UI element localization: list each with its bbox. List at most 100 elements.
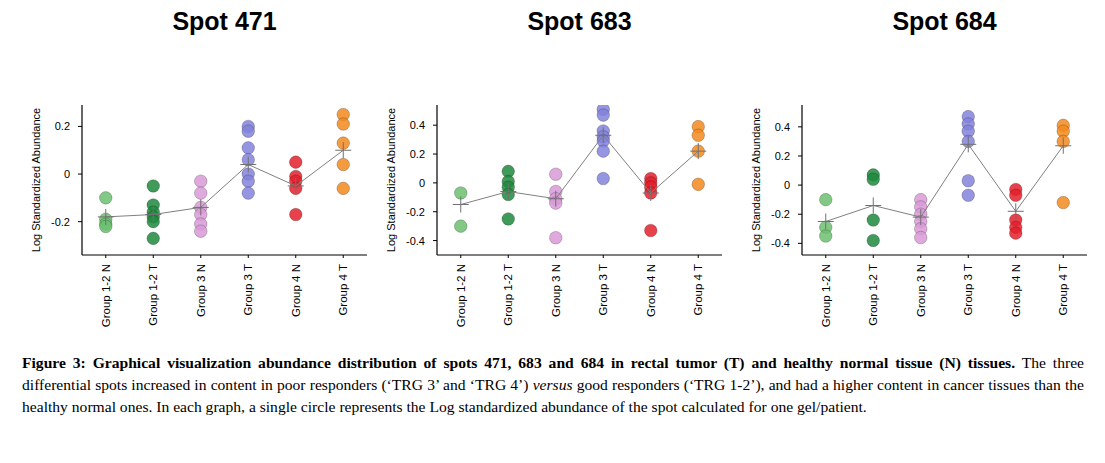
point	[597, 172, 610, 185]
point	[147, 232, 160, 245]
x-tick	[968, 255, 969, 258]
point	[194, 225, 207, 238]
title: Spot 684	[892, 7, 996, 35]
chart: Spot 684 Log Standardized Abundance -0.4 -0…	[750, 7, 1087, 327]
x-tick-label: Group 3 N	[195, 264, 207, 317]
marks	[98, 108, 352, 244]
mean-marker	[595, 127, 611, 143]
y-tick-label: -0.4	[771, 237, 790, 249]
y-tick	[798, 185, 802, 186]
point	[692, 178, 705, 191]
mean-marker	[913, 209, 929, 225]
y-tick	[798, 214, 802, 215]
x-tick-label: Group 1-2 T	[147, 264, 159, 326]
y-tick	[798, 155, 802, 156]
x-tick	[248, 255, 249, 258]
y-tick	[433, 211, 437, 212]
point	[337, 182, 350, 195]
y-tick-label: 0	[784, 179, 790, 191]
y-tick	[433, 125, 437, 126]
point	[242, 142, 255, 155]
y-tick-label: 0.4	[410, 119, 425, 131]
x-tick-label: Group 4 N	[290, 264, 302, 317]
y-tick	[798, 243, 802, 244]
mean-marker	[690, 143, 706, 159]
y-tick	[78, 221, 82, 222]
point	[242, 187, 255, 200]
mean-marker	[193, 199, 209, 215]
x-tick	[825, 255, 826, 258]
y-tick	[433, 154, 437, 155]
point	[1057, 196, 1070, 209]
x-tick	[650, 255, 651, 258]
point	[454, 220, 467, 233]
x-tick	[603, 255, 604, 258]
x-tick-label: Group 3 T	[597, 264, 609, 316]
point	[194, 175, 207, 188]
x-tick	[1063, 255, 1064, 258]
mean-marker	[500, 184, 516, 200]
point	[914, 231, 927, 244]
x-tick-label: Group 1-2 N	[100, 264, 112, 327]
x-tick	[698, 255, 699, 258]
y-axis	[436, 105, 437, 255]
point	[549, 231, 562, 244]
y-tick-label: -0.2	[771, 208, 790, 220]
x-tick	[508, 255, 509, 258]
y-axis	[801, 105, 802, 255]
mean-marker	[288, 178, 304, 194]
x-tick-label: Group 1-2 N	[455, 264, 467, 327]
x-tick-label: Group 4 N	[1010, 264, 1022, 317]
title: Spot 683	[527, 7, 631, 35]
point	[1009, 189, 1022, 202]
y-tick-label: 0.4	[775, 121, 790, 133]
point	[597, 109, 610, 122]
mean-marker	[643, 185, 659, 201]
point	[819, 230, 832, 243]
x-tick	[295, 255, 296, 258]
chart: Spot 683Log Standardized Abundance-0.4-0…	[385, 7, 722, 327]
chart: Spot 471Log Standardized Abundance-0.200…	[30, 7, 367, 327]
point	[597, 145, 610, 158]
y-tick-label: 0.2	[775, 150, 790, 162]
x-tick	[200, 255, 201, 258]
point	[147, 180, 160, 193]
point	[867, 214, 880, 227]
caption-heading: Figure 3: Graphical visualization abunda…	[22, 354, 1015, 371]
x-tick	[555, 255, 556, 258]
point	[962, 174, 975, 187]
mean-line	[461, 135, 699, 204]
x-tick-label: Group 1-2 T	[502, 264, 514, 326]
x-tick-label: Group 3 N	[915, 264, 927, 317]
y-axis-label: Log Standardized Abundance	[385, 108, 397, 252]
x-tick	[920, 255, 921, 258]
x-tick	[105, 255, 106, 258]
x-axis	[82, 254, 367, 255]
x-tick	[873, 255, 874, 258]
point	[962, 189, 975, 202]
marks	[453, 105, 707, 244]
y-tick-label: -0.2	[51, 216, 70, 228]
y-axis-label: Log Standardized Abundance	[30, 108, 42, 252]
y-tick	[78, 126, 82, 127]
point	[99, 192, 112, 205]
y-tick-label: -0.2	[406, 206, 425, 218]
point	[194, 187, 207, 200]
x-axis	[437, 254, 722, 255]
x-tick-label: Group 4 T	[337, 264, 349, 316]
marks	[818, 110, 1072, 246]
point	[337, 158, 350, 171]
y-tick-label: 0.2	[410, 148, 425, 160]
x-tick	[1015, 255, 1016, 258]
point	[644, 224, 657, 237]
x-tick	[343, 255, 344, 258]
y-tick-label: 0	[64, 168, 70, 180]
x-tick-label: Group 3 N	[550, 264, 562, 317]
x-tick-label: Group 4 T	[1057, 264, 1069, 316]
point	[502, 213, 515, 226]
point	[289, 156, 302, 169]
point	[337, 118, 350, 131]
y-axis-label: Log Standardized Abundance	[750, 108, 762, 252]
point	[867, 234, 880, 247]
mean-marker	[453, 197, 469, 213]
